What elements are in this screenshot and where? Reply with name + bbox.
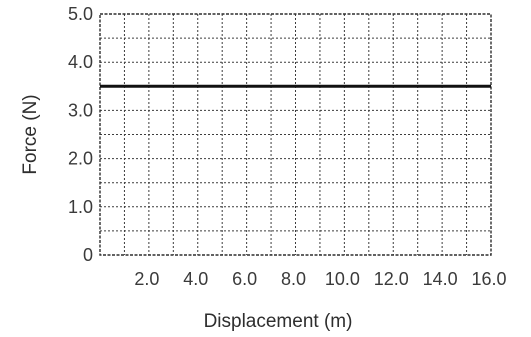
- x-tick-label: 12.0: [374, 269, 409, 289]
- x-tick-label: 2.0: [134, 269, 159, 289]
- x-axis-title: Displacement (m): [204, 311, 353, 332]
- y-axis-title: Force (N): [20, 94, 41, 174]
- x-tick-label: 16.0: [471, 269, 506, 289]
- plot-frame: [99, 13, 492, 256]
- y-tick-label: 5.0: [68, 4, 93, 24]
- y-tick-labels: 0 1.0 2.0 3.0 4.0 5.0: [68, 4, 93, 265]
- x-tick-label: 4.0: [183, 269, 208, 289]
- y-tick-label: 4.0: [68, 52, 93, 72]
- x-tick-label: 6.0: [232, 269, 257, 289]
- x-tick-label: 8.0: [281, 269, 306, 289]
- grid: [100, 14, 491, 255]
- x-tick-label: 10.0: [325, 269, 360, 289]
- y-tick-label: 3.0: [68, 100, 93, 120]
- y-tick-label: 1.0: [68, 197, 93, 217]
- x-tick-label: 14.0: [423, 269, 458, 289]
- y-tick-label: 0: [83, 245, 93, 265]
- x-tick-labels: 2.0 4.0 6.0 8.0 10.0 12.0 14.0 16.0: [134, 269, 506, 289]
- y-tick-label: 2.0: [68, 149, 93, 169]
